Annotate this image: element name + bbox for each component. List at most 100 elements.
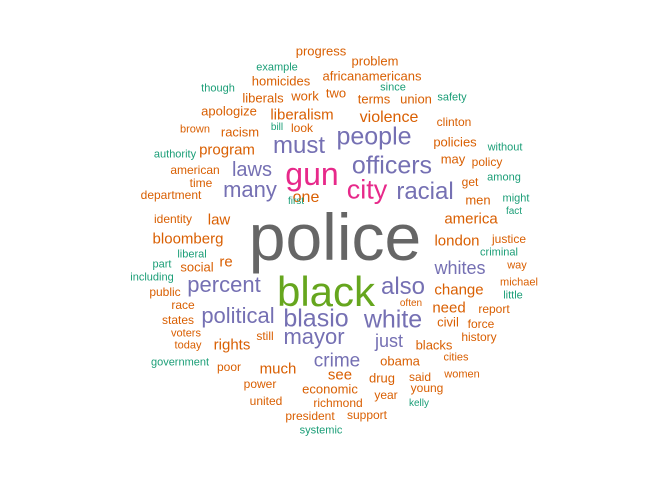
word-women: women xyxy=(444,368,480,381)
word-criminal: criminal xyxy=(480,246,518,259)
word-power: power xyxy=(243,377,277,391)
word-states: states xyxy=(161,313,195,327)
word-kelly: kelly xyxy=(408,398,430,409)
word-first: first xyxy=(287,196,305,207)
word-safety: safety xyxy=(437,91,467,104)
word-michael: michael xyxy=(500,276,538,289)
word-report: report xyxy=(478,302,510,316)
word-president: president xyxy=(285,409,335,423)
word-america: america xyxy=(444,210,498,228)
word-might: might xyxy=(502,192,530,205)
word-united: united xyxy=(249,394,283,408)
word-today: today xyxy=(174,339,202,352)
word-union: union xyxy=(400,91,432,107)
word-example: example xyxy=(256,61,298,74)
word-systemic: systemic xyxy=(299,424,343,437)
word-percent: percent xyxy=(187,272,261,297)
word-see: see xyxy=(327,366,353,384)
word-rights: rights xyxy=(213,336,251,354)
word-often: often xyxy=(399,298,423,309)
word-may: may xyxy=(440,151,466,167)
word-london: london xyxy=(434,232,480,250)
word-fact: fact xyxy=(505,206,523,217)
word-including: including xyxy=(130,271,174,284)
word-look: look xyxy=(290,121,314,135)
word-blacks: blacks xyxy=(415,337,453,353)
word-civil: civil xyxy=(437,314,459,330)
word-department: department xyxy=(140,188,202,202)
word-need: need xyxy=(432,299,466,317)
word-problem: problem xyxy=(351,53,399,69)
word-clinton: clinton xyxy=(436,115,472,129)
word-liberals: liberals xyxy=(242,90,284,106)
word-liberal: liberal xyxy=(177,248,207,261)
word-just: just xyxy=(374,331,404,351)
word-brown: brown xyxy=(180,123,210,136)
word-crime: crime xyxy=(313,350,361,372)
word-since: since xyxy=(380,81,406,94)
word-way: way xyxy=(507,259,527,272)
word-police: police xyxy=(248,200,422,274)
word-justice: justice xyxy=(491,232,527,246)
word-economic: economic xyxy=(302,381,358,397)
word-two: two xyxy=(325,85,347,101)
word-support: support xyxy=(346,408,388,422)
word-policies: policies xyxy=(433,134,477,150)
word-history: history xyxy=(461,330,497,344)
word-year: year xyxy=(374,388,398,402)
word-obama: obama xyxy=(380,353,420,369)
word-re: re xyxy=(219,253,233,271)
word-white: white xyxy=(363,305,423,334)
word-must: must xyxy=(272,132,326,159)
word-political: political xyxy=(201,303,275,328)
word-identity: identity xyxy=(153,212,193,226)
word-part: part xyxy=(152,258,172,271)
word-violence: violence xyxy=(359,109,419,126)
word-men: men xyxy=(465,192,491,208)
word-law: law xyxy=(207,211,231,229)
word-terms: terms xyxy=(357,91,391,107)
word-without: without xyxy=(487,141,523,154)
word-public: public xyxy=(149,285,181,299)
word-among: among xyxy=(487,171,521,184)
word-gun: gun xyxy=(285,156,339,192)
word-black: black xyxy=(276,268,376,315)
word-richmond: richmond xyxy=(313,396,363,410)
word-many: many xyxy=(223,177,277,202)
word-bloomberg: bloomberg xyxy=(152,230,224,248)
word-work: work xyxy=(291,88,319,104)
word-still: still xyxy=(256,329,274,343)
word-one: one xyxy=(292,189,320,206)
word-racism: racism xyxy=(220,124,260,140)
word-though: though xyxy=(201,82,235,95)
word-policy: policy xyxy=(471,155,503,169)
word-liberalism: liberalism xyxy=(270,106,334,124)
word-whites: whites xyxy=(434,258,486,278)
word-change: change xyxy=(434,281,484,299)
word-bill: bill xyxy=(270,122,284,133)
word-progress: progress xyxy=(295,43,347,59)
word-young: young xyxy=(410,381,444,395)
word-american: american xyxy=(170,163,220,177)
word-little: little xyxy=(503,289,523,302)
word-also: also xyxy=(380,273,426,300)
word-time: time xyxy=(189,176,213,190)
word-much: much xyxy=(259,360,297,378)
word-laws: laws xyxy=(231,159,273,181)
word-cities: cities xyxy=(443,351,469,364)
word-africanamericans: africanamericans xyxy=(322,68,422,84)
word-drug: drug xyxy=(368,370,396,386)
word-authority: authority xyxy=(153,148,197,161)
word-people: people xyxy=(336,122,412,151)
word-get: get xyxy=(461,175,479,189)
word-blasio: blasio xyxy=(283,304,349,333)
word-poor: poor xyxy=(216,360,242,374)
word-force: force xyxy=(467,317,495,331)
word-city: city xyxy=(346,174,388,205)
word-officers: officers xyxy=(351,151,433,180)
word-racial: racial xyxy=(396,178,454,205)
word-homicides: homicides xyxy=(251,73,311,89)
word-government: government xyxy=(150,356,210,369)
word-voters: voters xyxy=(171,327,201,340)
